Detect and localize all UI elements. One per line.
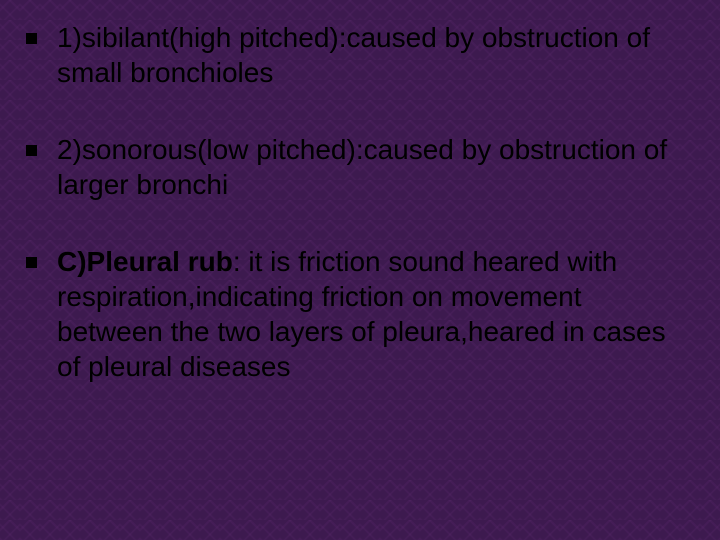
bullet-text: 1)sibilant(high pitched):caused by obstr… <box>57 20 692 90</box>
bullet-list: 1)sibilant(high pitched):caused by obstr… <box>20 20 692 384</box>
slide: 1)sibilant(high pitched):caused by obstr… <box>0 0 720 540</box>
list-item: C)Pleural rub: it is friction sound hear… <box>20 244 692 384</box>
bullet-text: 2)sonorous(low pitched):caused by obstru… <box>57 132 692 202</box>
list-item: 1)sibilant(high pitched):caused by obstr… <box>20 20 692 90</box>
square-bullet-icon <box>26 33 37 44</box>
list-item: 2)sonorous(low pitched):caused by obstru… <box>20 132 692 202</box>
bold-lead: C)Pleural rub <box>57 246 233 277</box>
square-bullet-icon <box>26 145 37 156</box>
bullet-text: C)Pleural rub: it is friction sound hear… <box>57 244 692 384</box>
square-bullet-icon <box>26 257 37 268</box>
